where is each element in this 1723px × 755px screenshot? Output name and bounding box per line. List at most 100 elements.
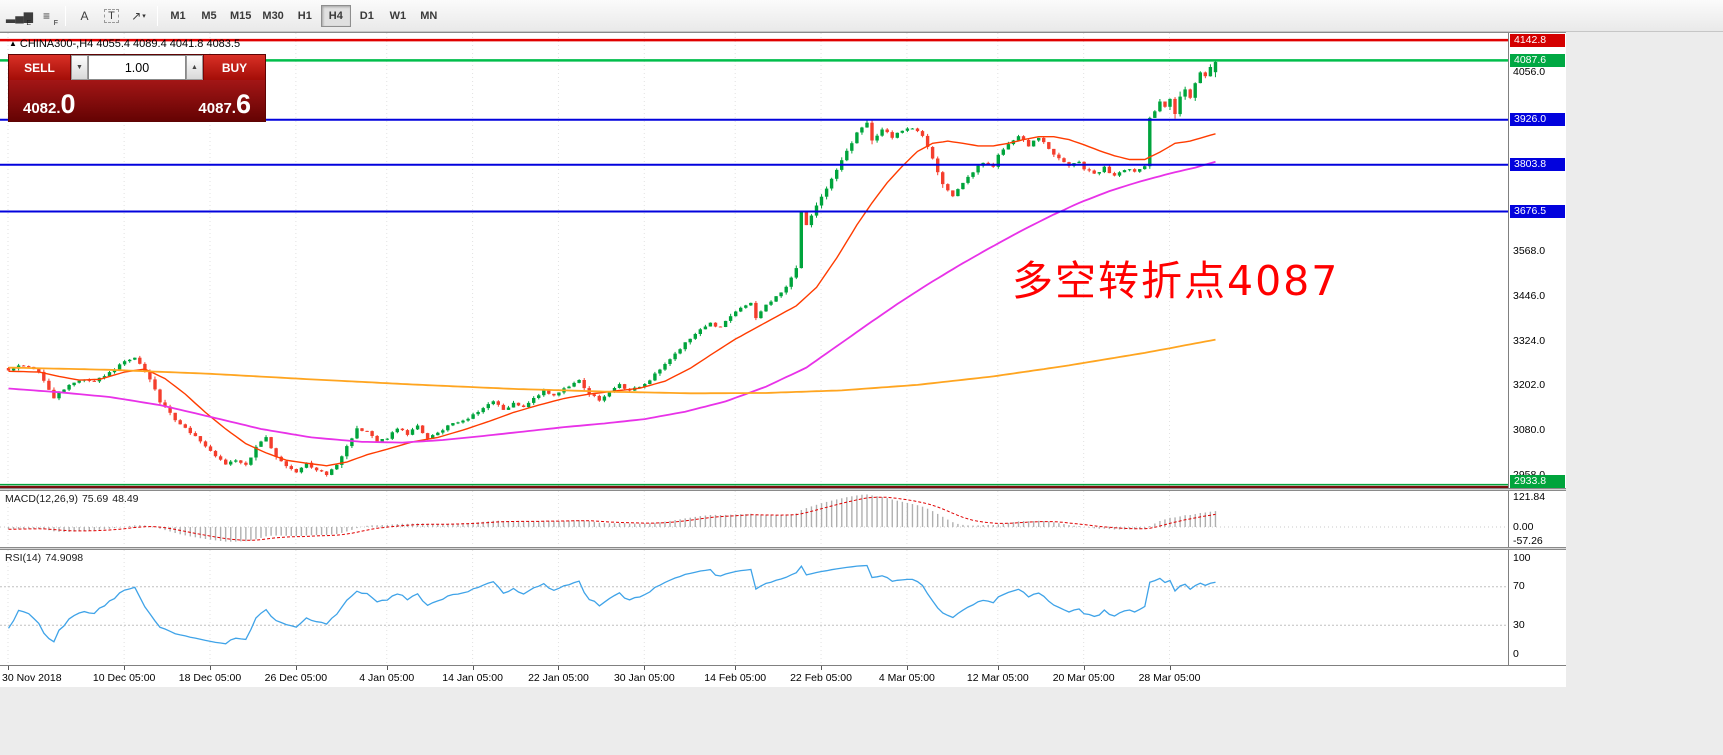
time-tick	[997, 666, 999, 670]
price-label: 3568.0	[1513, 244, 1546, 257]
chart-collapse-icon[interactable]: ▲	[9, 39, 17, 48]
indicators-icon[interactable]: ▂▄▆ E	[6, 8, 33, 27]
macd-axis-label: 0.00	[1513, 520, 1534, 533]
macd-indicator-label: MACD(12,26,9) 75.69 48.49	[5, 493, 143, 505]
time-label: 4 Jan 05:00	[359, 672, 415, 684]
time-label: 14 Jan 05:00	[442, 672, 503, 684]
chart-window[interactable]: 多空转折点4087 MACD(12,26,9) 75.69 48.49 RSI(14…	[0, 32, 1566, 687]
workspace-background	[1567, 32, 1723, 755]
time-tick	[906, 666, 908, 670]
chart-text-annotation: 多空转折点4087	[1012, 257, 1340, 305]
time-label: 22 Feb 05:00	[790, 672, 852, 684]
price-label: 3202.0	[1513, 379, 1546, 392]
time-label: 10 Dec 05:00	[92, 672, 156, 684]
price-label: 4056.0	[1513, 65, 1546, 78]
rsi-axis-label: 30	[1513, 618, 1525, 631]
time-label: 26 Dec 05:00	[264, 672, 328, 684]
volume-input[interactable]	[88, 55, 186, 80]
buy-price-main: 4087.	[198, 100, 236, 117]
toolbar-separator	[157, 5, 158, 26]
buy-button[interactable]: BUY	[203, 55, 265, 80]
text-label-tool-icon[interactable]: T	[99, 4, 124, 28]
arrows-tool-icon[interactable]: ↗ ▾	[131, 8, 146, 23]
volume-step-up-icon[interactable]: ▲	[186, 55, 203, 80]
timeframe-m15[interactable]: M15	[230, 9, 252, 22]
buy-price: 4087. 6	[198, 91, 251, 118]
one-click-trading-panel: SELL ▼ ▲ BUY 4082.0 4087.6	[8, 54, 266, 122]
price-label: 3080.0	[1513, 424, 1546, 437]
time-tick	[558, 666, 560, 670]
timeframe-d1[interactable]: D1	[359, 9, 374, 22]
time-tick	[644, 666, 646, 670]
time-tick	[8, 666, 9, 670]
toolbar: ▂▄▆ E ≡ F A T ↗ ▾ M1 M5 M15 M30 H1 H4 D1 W1 MN	[0, 0, 1723, 32]
rsi-pane[interactable]	[0, 550, 1508, 665]
time-tick	[124, 666, 126, 670]
timeframe-w1[interactable]: W1	[389, 9, 407, 22]
timeframe-m1[interactable]: M1	[170, 9, 186, 22]
buy-price-big-digit: 6	[235, 89, 251, 119]
sell-button[interactable]: SELL	[9, 55, 71, 80]
price-tag: 3926.0	[1510, 113, 1565, 127]
rsi-value: 74.9098	[45, 552, 84, 564]
tools-group: ▂▄▆ E ≡ F A T ↗ ▾	[6, 4, 163, 28]
time-tick	[1083, 666, 1085, 670]
time-tick	[386, 666, 388, 670]
pane-divider[interactable]	[0, 547, 1566, 550]
time-label: 14 Feb 05:00	[704, 672, 767, 684]
time-label: 20 Mar 05:00	[1052, 672, 1115, 684]
macd-name: MACD(12,26,9)	[5, 493, 78, 505]
macd-value-main: 75.69	[81, 493, 109, 505]
price-tag: 3803.8	[1510, 158, 1565, 172]
timeframe-mn[interactable]: MN	[420, 9, 438, 22]
timeframe-h4[interactable]: H4	[320, 4, 351, 27]
time-tick	[295, 666, 297, 670]
price-tag: 2933.8	[1510, 474, 1565, 488]
macd-axis-label: -57.26	[1513, 534, 1543, 547]
time-label: 28 Mar 05:00	[1138, 672, 1201, 684]
pane-divider[interactable]	[0, 488, 1566, 491]
price-tag: 4142.8	[1510, 33, 1565, 47]
price-tag: 3676.5	[1510, 205, 1565, 219]
chart-ohlc: 4055.4 4089.4 4041.8 4083.5	[96, 38, 241, 50]
timeframe-toolbar: M1 M5 M15 M30 H1 H4 D1 W1 MN	[163, 4, 445, 27]
time-label: 30 Nov 2018	[2, 672, 62, 684]
objects-list-icon[interactable]: ≡ F	[42, 8, 58, 27]
workspace-background	[0, 687, 1567, 755]
price-display: 4082. 0 4087. 6	[9, 80, 265, 121]
volume-dropdown-icon[interactable]: ▼	[71, 55, 88, 80]
timeframe-h1[interactable]: H1	[297, 9, 312, 22]
price-chart-pane[interactable]	[0, 33, 1508, 488]
text-tool-icon[interactable]: A	[80, 8, 89, 23]
timeframe-m30[interactable]: M30	[262, 9, 284, 22]
time-axis[interactable]: 30 Nov 2018 10 Dec 05:00 18 Dec 05:00 26 De…	[0, 665, 1566, 687]
rsi-axis-label: 70	[1513, 580, 1525, 593]
sell-price-main: 4082.	[23, 100, 61, 117]
macd-value-signal: 48.49	[112, 493, 139, 505]
time-label: 30 Jan 05:00	[613, 672, 675, 684]
price-tag: 4087.6	[1510, 53, 1565, 67]
rsi-indicator-label: RSI(14) 74.9098	[5, 552, 87, 564]
price-label: 3324.0	[1513, 334, 1546, 347]
time-tick	[1169, 666, 1171, 670]
price-axis[interactable]: 4056.03568.03446.03324.03202.03080.02958…	[1508, 33, 1566, 665]
toolbar-separator	[65, 5, 66, 26]
time-label: 12 Mar 05:00	[966, 672, 1029, 684]
rsi-axis-label: 100	[1513, 551, 1531, 564]
time-tick	[210, 666, 211, 670]
time-label: 22 Jan 05:00	[528, 672, 589, 684]
time-tick	[472, 666, 474, 670]
time-tick	[821, 666, 823, 670]
macd-axis-label: 121.84	[1513, 490, 1546, 503]
rsi-name: RSI(14)	[5, 552, 42, 564]
timeframe-m5[interactable]: M5	[201, 9, 217, 22]
time-label: 18 Dec 05:00	[178, 672, 242, 684]
rsi-axis-label: 0	[1513, 647, 1519, 660]
sell-price: 4082. 0	[23, 91, 76, 118]
time-label: 4 Mar 05:00	[878, 672, 935, 684]
time-tick	[735, 666, 737, 670]
macd-pane[interactable]	[0, 491, 1508, 547]
sell-price-big-digit: 0	[60, 89, 76, 119]
chart-symbol-period: CHINA300-,H4	[19, 38, 94, 50]
